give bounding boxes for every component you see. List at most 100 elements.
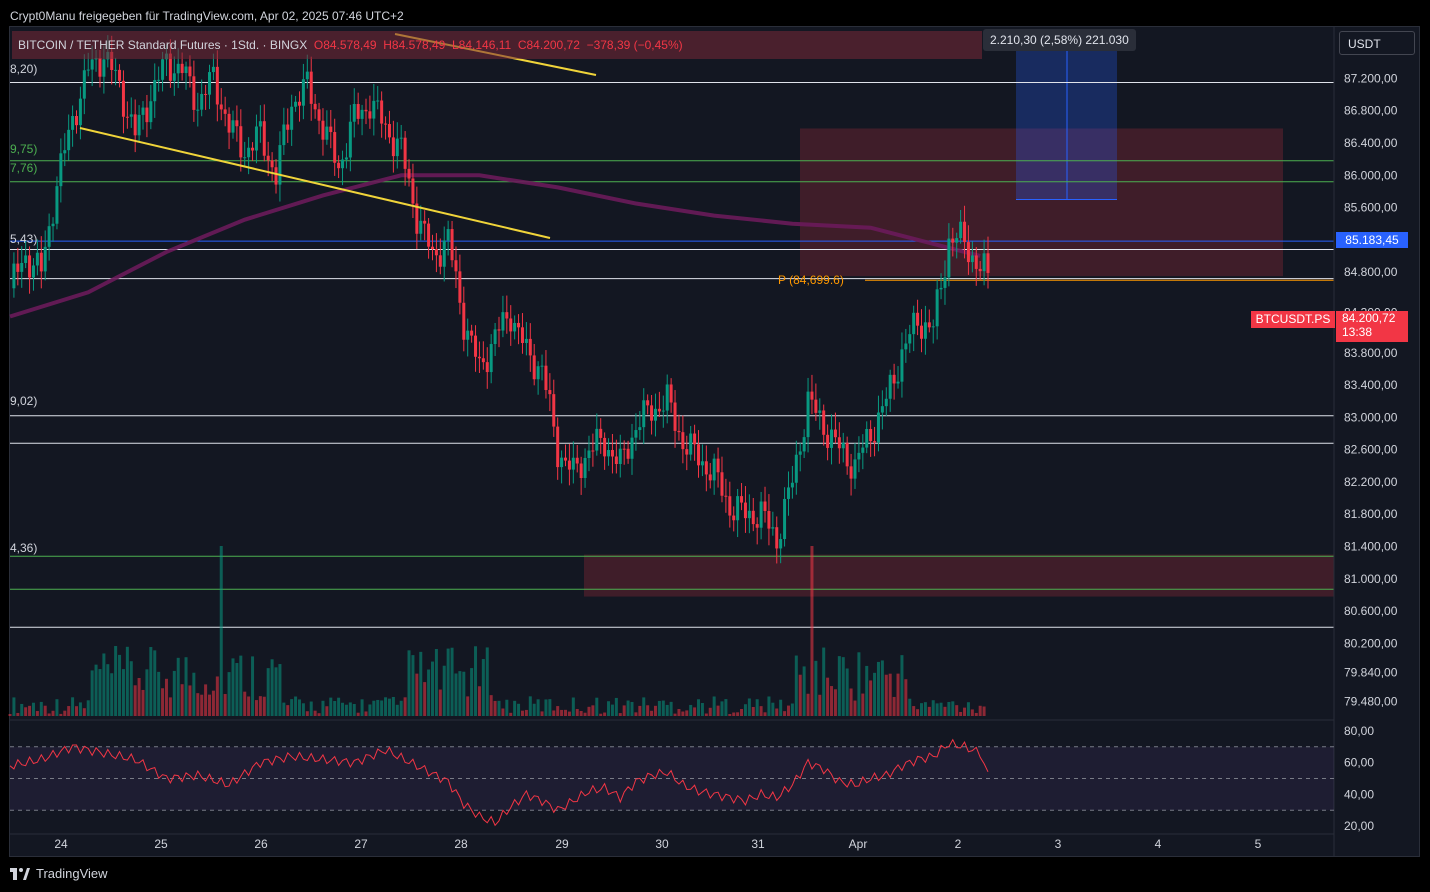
candle-body bbox=[740, 496, 744, 503]
candle-body bbox=[341, 159, 345, 169]
symbol-legend[interactable]: BITCOIN / TETHER Standard Futures · 1Std… bbox=[12, 31, 982, 59]
volume-bar bbox=[532, 703, 536, 716]
volume-bar bbox=[227, 672, 231, 716]
candle-body bbox=[865, 428, 869, 448]
volume-bar bbox=[919, 703, 923, 716]
candle-body bbox=[947, 238, 951, 278]
volume-bar bbox=[599, 713, 603, 716]
volume-bar bbox=[587, 706, 591, 716]
candle-body bbox=[446, 229, 450, 241]
price-tick-label: 86.800,00 bbox=[1344, 104, 1398, 118]
rsi-band bbox=[10, 746, 1334, 811]
candle-body bbox=[759, 501, 763, 528]
candle-body bbox=[118, 69, 122, 81]
volume-bar bbox=[282, 702, 286, 716]
candle-body bbox=[59, 153, 63, 187]
candle-body bbox=[176, 63, 180, 74]
volume-bar bbox=[517, 703, 521, 716]
candle-body bbox=[716, 458, 720, 473]
candle-body bbox=[415, 203, 419, 234]
volume-bar bbox=[708, 707, 712, 716]
candle-body bbox=[884, 398, 888, 407]
candle-body bbox=[470, 330, 474, 336]
volume-bar bbox=[454, 673, 458, 716]
volume-bar bbox=[779, 699, 783, 716]
volume-bar bbox=[802, 666, 806, 716]
candle-body bbox=[454, 260, 458, 272]
candle-body bbox=[833, 429, 837, 438]
candle-body bbox=[90, 59, 94, 70]
candle-body bbox=[923, 322, 927, 339]
volume-bar bbox=[43, 705, 47, 716]
time-tick-label: 4 bbox=[1155, 837, 1162, 851]
time-tick-label: 30 bbox=[655, 837, 669, 851]
volume-bar bbox=[188, 685, 192, 716]
last-price-tag: 84.200,72 13:38 bbox=[1336, 311, 1408, 342]
volume-bar bbox=[485, 647, 489, 716]
volume-bar bbox=[462, 671, 466, 716]
price-tick-label: 84.800,00 bbox=[1344, 265, 1398, 279]
volume-bar bbox=[149, 647, 153, 716]
volume-bar bbox=[118, 654, 122, 716]
currency-button[interactable]: USDT bbox=[1339, 31, 1415, 55]
volume-bar bbox=[830, 686, 834, 716]
volume-bar bbox=[743, 704, 747, 716]
volume-bar bbox=[853, 700, 857, 716]
candle-body bbox=[196, 109, 200, 111]
candle-body bbox=[137, 114, 141, 136]
tradingview-logo-icon bbox=[10, 867, 30, 880]
volume-bar bbox=[775, 708, 779, 716]
volume-bar bbox=[959, 711, 963, 716]
candle-body bbox=[395, 138, 399, 157]
volume-bar bbox=[693, 707, 697, 716]
volume-bar bbox=[888, 673, 892, 716]
volume-bar bbox=[427, 669, 431, 716]
volume-bar bbox=[243, 691, 247, 716]
candle-body bbox=[786, 487, 790, 499]
volume-bar bbox=[630, 701, 634, 716]
candle-body bbox=[970, 255, 974, 263]
candle-body bbox=[309, 71, 313, 104]
volume-bar bbox=[540, 711, 544, 716]
candle-body bbox=[31, 265, 35, 278]
candle-body bbox=[567, 460, 571, 470]
candle-body bbox=[489, 344, 493, 373]
candle-body bbox=[665, 384, 669, 411]
candle-body bbox=[466, 330, 470, 340]
volume-bar bbox=[548, 699, 552, 716]
candle-body bbox=[814, 399, 818, 413]
candle-body bbox=[215, 66, 219, 105]
candle-body bbox=[697, 444, 701, 466]
candle-body bbox=[556, 426, 560, 468]
candle-body bbox=[98, 58, 102, 77]
candle-body bbox=[145, 107, 149, 123]
candle-body bbox=[661, 410, 665, 412]
candle-body bbox=[442, 240, 446, 267]
volume-bar bbox=[78, 702, 82, 716]
volume-bar bbox=[560, 709, 564, 716]
candle-body bbox=[524, 338, 528, 343]
volume-bar bbox=[313, 710, 317, 716]
volume-bar bbox=[129, 661, 133, 716]
volume-bar bbox=[442, 665, 446, 716]
time-tick-label: 31 bbox=[751, 837, 765, 851]
candle-body bbox=[364, 109, 368, 112]
volume-bar bbox=[290, 699, 294, 716]
candle-body bbox=[348, 121, 352, 158]
candle-body bbox=[329, 126, 333, 133]
time-tick-label: Apr bbox=[849, 837, 868, 851]
candle-body bbox=[192, 76, 196, 110]
chart-frame[interactable] bbox=[9, 26, 1420, 857]
candle-body bbox=[387, 124, 391, 138]
tradingview-logo[interactable]: TradingView bbox=[10, 866, 108, 881]
volume-bar bbox=[90, 670, 94, 716]
volume-bar bbox=[505, 699, 509, 716]
candle-body bbox=[208, 72, 212, 95]
candle-body bbox=[966, 242, 970, 263]
volume-bar bbox=[869, 680, 873, 716]
candle-body bbox=[935, 289, 939, 327]
candle-body bbox=[352, 104, 356, 122]
volume-bar bbox=[168, 697, 172, 716]
candle-body bbox=[763, 501, 767, 511]
